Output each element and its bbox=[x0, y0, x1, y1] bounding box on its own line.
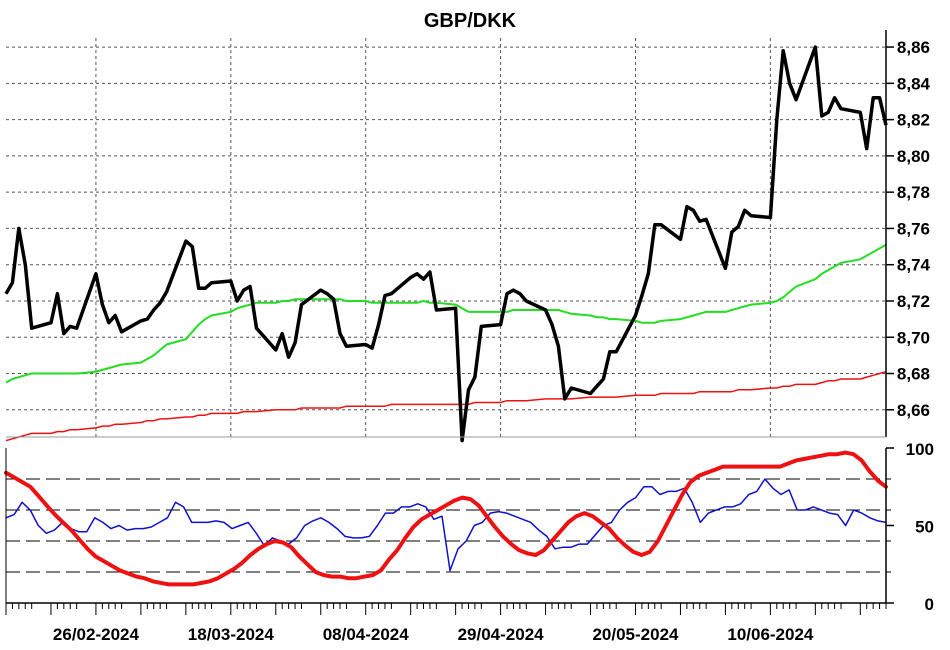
price-y-tick-label: 8,80 bbox=[897, 147, 930, 166]
x-tick-label: 10/06-2024 bbox=[727, 625, 814, 644]
chart-axes bbox=[5, 30, 894, 615]
indicator-y-tick-label: 100 bbox=[906, 440, 934, 459]
price-y-tick-label: 8,76 bbox=[897, 219, 930, 238]
x-tick-label: 29/04-2024 bbox=[458, 625, 545, 644]
price-y-tick-label: 8,74 bbox=[897, 256, 931, 275]
price-y-tick-label: 8,86 bbox=[897, 38, 930, 57]
x-axis-ticks: 26/02-2024 18/03-2024 08/04-2024 29/04-2024… bbox=[53, 625, 814, 644]
price-line bbox=[4, 45, 888, 443]
price-y-tick-label: 8,72 bbox=[897, 292, 930, 311]
price-y-tick-label: 8,82 bbox=[897, 111, 930, 130]
price-y-tick-label: 8,78 bbox=[897, 183, 930, 202]
price-y-tick-label: 8,68 bbox=[897, 365, 930, 384]
price-y-tick-label: 8,84 bbox=[897, 74, 931, 93]
x-tick-label: 08/04-2024 bbox=[323, 625, 410, 644]
price-panel-series bbox=[4, 45, 888, 443]
price-y-axis-ticks: 8,66 8,68 8,70 8,72 8,74 8,76 8,78 8,80 8,82 8,84… bbox=[897, 38, 931, 420]
indicator-panel-reference-lines bbox=[6, 478, 886, 573]
indicator-y-tick-label: 0 bbox=[925, 595, 934, 614]
price-panel-gridlines bbox=[6, 38, 886, 437]
x-tick-label: 26/02-2024 bbox=[53, 625, 140, 644]
indicator-y-tick-label: 50 bbox=[915, 518, 934, 537]
x-tick-label: 18/03-2024 bbox=[188, 625, 275, 644]
moving-average-short-line bbox=[5, 243, 887, 384]
chart-title: GBP/DKK bbox=[424, 10, 517, 32]
indicator-y-axis-ticks: 0 50 100 bbox=[906, 440, 934, 614]
price-y-tick-label: 8,66 bbox=[897, 401, 930, 420]
moving-average-long-line bbox=[5, 370, 887, 442]
price-y-tick-label: 8,70 bbox=[897, 328, 930, 347]
indicator-fast-line bbox=[5, 478, 887, 572]
indicator-slow-line bbox=[4, 450, 888, 587]
x-tick-label: 20/05-2024 bbox=[592, 625, 679, 644]
indicator-panel-series bbox=[4, 450, 888, 587]
